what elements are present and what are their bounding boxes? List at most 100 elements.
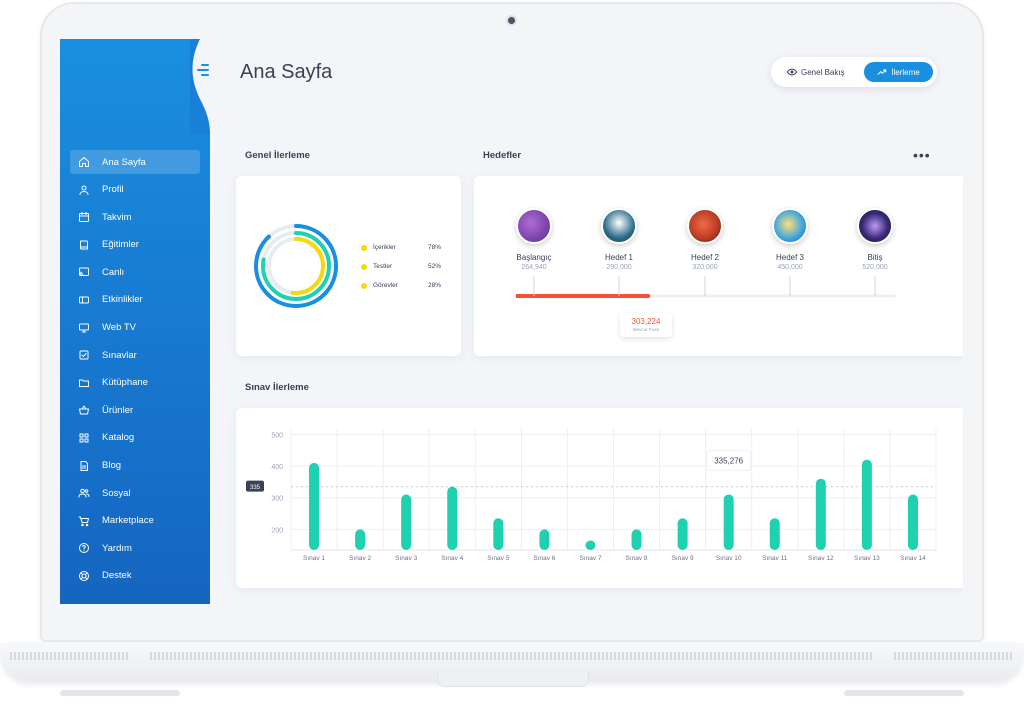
- sidebar-item-12[interactable]: Sosyal: [70, 481, 200, 505]
- help-icon: [79, 543, 89, 554]
- bar: [539, 529, 550, 550]
- x-tick-label: Sınav 5: [487, 555, 509, 562]
- sidebar-item-0[interactable]: Ana Sayfa: [70, 150, 200, 174]
- legend-label: Görevler: [373, 282, 398, 289]
- laptop-notch: [437, 672, 589, 687]
- donut-ring-0: [254, 224, 338, 308]
- progress-donut: [254, 224, 338, 308]
- sidebar-item-5[interactable]: Etkinlikler: [70, 288, 200, 312]
- folder-icon: [79, 379, 89, 387]
- lifebuoy-icon: [79, 570, 89, 581]
- grid-icon: [79, 433, 89, 443]
- planet-icon: [687, 208, 723, 244]
- legend-label: Testler: [373, 263, 393, 270]
- exam-progress-card: 200 300 400 500 335 Sınav 1 Sınav 2 Sınav 3 Sına…: [236, 408, 963, 588]
- legend-item-1: Testler 52%: [361, 263, 441, 270]
- goal-points: 264,940: [521, 264, 547, 271]
- overview-label: Genel Bakış: [801, 67, 845, 77]
- bar: [355, 529, 366, 550]
- cart-icon: [78, 516, 89, 526]
- overview-button[interactable]: Genel Bakış: [779, 62, 861, 82]
- checkbox-icon: [79, 350, 89, 360]
- sidebar-item-label: Eğitimler: [102, 239, 139, 251]
- progress-button[interactable]: İlerleme: [864, 62, 933, 82]
- goal-milestone-3: Hedef 3 450,000: [750, 208, 830, 271]
- cast-icon: [79, 267, 89, 277]
- speaker-right: [894, 652, 1014, 660]
- sidebar-item-9[interactable]: Ürünler: [70, 398, 200, 422]
- goal-points: 520,000: [862, 264, 888, 271]
- galaxy-icon: [857, 208, 893, 244]
- donut-ring-1: [261, 231, 331, 301]
- bar: [447, 486, 458, 550]
- webcam: [508, 17, 515, 24]
- x-tick-label: Sınav 12: [808, 555, 834, 562]
- menu-toggle-icon[interactable]: [197, 64, 213, 78]
- sidebar-item-13[interactable]: Marketplace: [70, 509, 200, 533]
- sidebar-item-14[interactable]: Yardım: [70, 536, 200, 560]
- goal-points: 320,000: [692, 264, 718, 271]
- sidebar-item-label: Web TV: [102, 322, 136, 334]
- exam-progress-title: Sınav İlerleme: [245, 382, 309, 393]
- current-score-label: Mevcut Puan: [632, 327, 660, 332]
- goals-track: [516, 276, 896, 298]
- goal-points: 290,000: [606, 264, 632, 271]
- x-tick-label: Sınav 7: [579, 555, 601, 562]
- sidebar-item-10[interactable]: Katalog: [70, 426, 200, 450]
- legend-dot: [361, 263, 367, 270]
- calendar-icon: [79, 212, 89, 223]
- current-score-bubble: 303,224 Mevcut Puan: [620, 313, 672, 337]
- y-tick-label: 200: [271, 527, 283, 534]
- x-tick-label: Sınav 8: [626, 555, 648, 562]
- x-tick-label: Sınav 2: [349, 555, 371, 562]
- tooltip-value: 335,276: [714, 457, 743, 466]
- goals-title: Hedefler: [483, 150, 522, 161]
- sidebar-item-label: Katalog: [102, 432, 135, 444]
- sidebar-item-3[interactable]: Eğitimler: [70, 233, 200, 257]
- legend-item-2: Görevler 28%: [361, 282, 441, 289]
- sidebar-item-7[interactable]: Sınavlar: [70, 343, 200, 367]
- sidebar-item-11[interactable]: Blog: [70, 454, 200, 478]
- bar: [401, 494, 412, 550]
- bar: [585, 540, 596, 550]
- monitor-icon: [79, 323, 89, 333]
- x-tick-label: Sınav 4: [441, 555, 463, 562]
- sidebar-item-label: Profil: [102, 184, 124, 196]
- sidebar: Ana Sayfa Profil Takvim Eğitimler Canlı Etkin…: [60, 39, 210, 604]
- bar: [769, 518, 780, 550]
- x-tick-label: Sınav 3: [395, 555, 417, 562]
- goal-points: 450,000: [777, 264, 803, 271]
- x-tick-label: Sınav 1: [303, 555, 325, 562]
- sidebar-item-15[interactable]: Destek: [70, 564, 200, 588]
- ticket-icon: [79, 296, 89, 304]
- goal-name: Hedef 3: [775, 253, 805, 262]
- x-tick-label: Sınav 6: [533, 555, 555, 562]
- sidebar-item-label: Ana Sayfa: [102, 156, 146, 168]
- sidebar-item-2[interactable]: Takvim: [70, 205, 200, 229]
- app-screen: Ana Sayfa Profil Takvim Eğitimler Canlı Etkin…: [60, 39, 963, 604]
- donut-ring-2: [267, 237, 325, 295]
- view-toggle: Genel Bakış İlerleme: [771, 57, 937, 87]
- sidebar-item-label: Canlı: [102, 266, 125, 278]
- bar: [815, 478, 826, 550]
- sidebar-item-6[interactable]: Web TV: [70, 316, 200, 340]
- tooltip-box: [706, 450, 752, 472]
- book-icon: [80, 240, 88, 250]
- bar: [493, 518, 504, 550]
- sidebar-item-1[interactable]: Profil: [70, 178, 200, 202]
- bar: [631, 529, 642, 550]
- x-tick-label: Sınav 13: [854, 555, 880, 562]
- goal-milestone-2: Hedef 2 320,000: [665, 208, 745, 271]
- sidebar-nav: Ana Sayfa Profil Takvim Eğitimler Canlı Etkin…: [70, 150, 200, 592]
- exam-bar-chart: 200 300 400 500 335 Sınav 1 Sınav 2 Sınav 3 Sına…: [246, 428, 937, 562]
- sidebar-item-8[interactable]: Kütüphane: [70, 371, 200, 395]
- reference-badge: [246, 480, 264, 492]
- sidebar-item-label: Etkinlikler: [102, 294, 143, 306]
- sidebar-item-4[interactable]: Canlı: [70, 260, 200, 284]
- goals-card: Başlangıç 264,940 Hedef 1 290,000 Hedef 2 320…: [474, 176, 963, 356]
- legend-dot: [361, 244, 367, 251]
- more-options-icon[interactable]: •••: [913, 147, 931, 163]
- legend-label: İçerikler: [373, 244, 396, 251]
- eye-icon: [787, 68, 797, 76]
- users-icon: [78, 488, 90, 498]
